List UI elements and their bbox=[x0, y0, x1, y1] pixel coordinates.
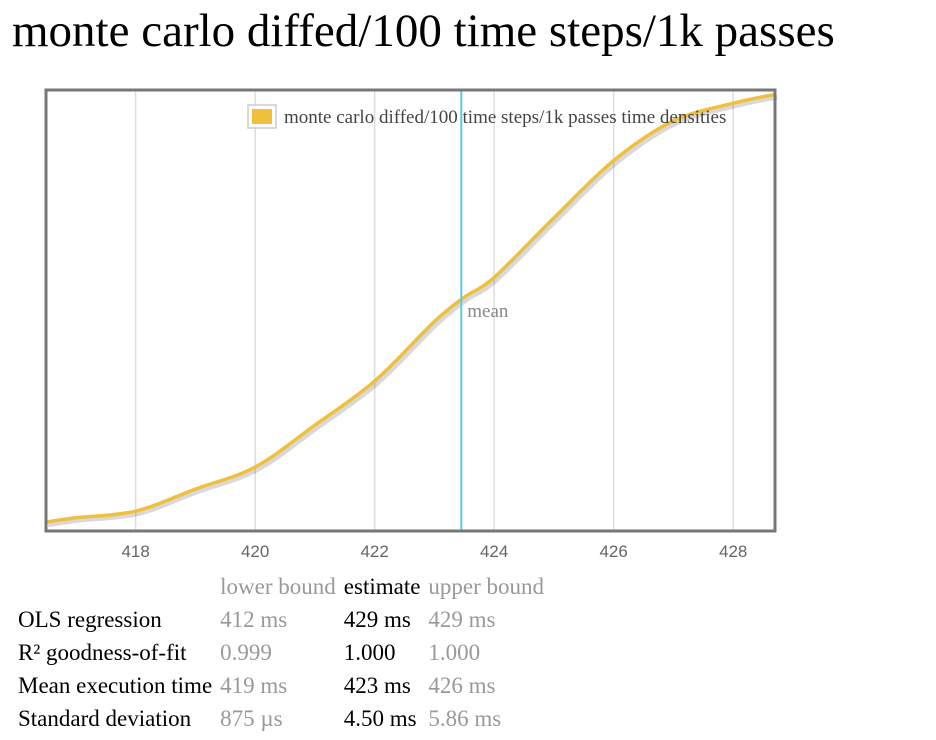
lower-bound-value: 419 ms bbox=[220, 672, 288, 698]
upper-bound-value: 1.000 bbox=[428, 639, 481, 665]
upper-bound-value: 5.86 ms bbox=[428, 705, 502, 731]
statistics-corner-cell bbox=[14, 570, 216, 603]
row-label: Standard deviation bbox=[18, 705, 192, 731]
lower-bound-value: 875 µs bbox=[220, 705, 283, 731]
mean-label: mean bbox=[467, 301, 509, 322]
density-curve-line bbox=[45, 92, 776, 524]
upper-bound-value: 429 ms bbox=[428, 606, 496, 632]
x-tick-label: 420 bbox=[241, 542, 269, 561]
estimate-value: 4.50 ms bbox=[343, 705, 417, 731]
density-chart-svg: 418 420 422 424 426 428 mean monte carlo diffed… bbox=[44, 88, 778, 561]
density-curve-shadow bbox=[47, 93, 778, 528]
row-label: Mean execution time bbox=[18, 672, 213, 698]
x-tick-label: 428 bbox=[719, 542, 747, 561]
statistics-header-row: lower bound estimate upper bound bbox=[14, 570, 548, 603]
x-tick-label: 424 bbox=[480, 542, 508, 561]
legend-label: monte carlo diffed/100 time steps/1k pas… bbox=[284, 107, 726, 128]
x-tick-label: 418 bbox=[121, 542, 149, 561]
upper-bound-header: upper bound bbox=[428, 573, 545, 599]
density-chart: 418 420 422 424 426 428 mean monte carlo diffed… bbox=[0, 80, 800, 570]
lower-bound-header: lower bound bbox=[220, 573, 336, 599]
upper-bound-value: 426 ms bbox=[428, 672, 496, 698]
table-row-mean-execution-time: Mean execution time 419 ms 423 ms 426 ms bbox=[14, 669, 548, 702]
table-row-r-squared: R² goodness-of-fit 0.999 1.000 1.000 bbox=[14, 636, 548, 669]
legend-swatch bbox=[252, 109, 272, 124]
estimate-value: 1.000 bbox=[343, 639, 396, 665]
page-title: monte carlo diffed/100 time steps/1k pas… bbox=[12, 5, 835, 57]
table-row-standard-deviation: Standard deviation 875 µs 4.50 ms 5.86 m… bbox=[14, 702, 548, 735]
row-label: OLS regression bbox=[18, 606, 162, 632]
x-tick-label: 422 bbox=[360, 542, 388, 561]
estimate-header: estimate bbox=[343, 573, 421, 599]
x-tick-label: 426 bbox=[599, 542, 627, 561]
lower-bound-value: 412 ms bbox=[220, 606, 288, 632]
table-row-ols-regression: OLS regression 412 ms 429 ms 429 ms bbox=[14, 603, 548, 636]
lower-bound-value: 0.999 bbox=[220, 639, 272, 665]
plot-border bbox=[44, 88, 777, 533]
row-label: R² goodness-of-fit bbox=[18, 639, 187, 665]
estimate-value: 423 ms bbox=[343, 672, 411, 698]
statistics-table: lower bound estimate upper bound OLS reg… bbox=[14, 570, 548, 735]
estimate-value: 429 ms bbox=[343, 606, 411, 632]
